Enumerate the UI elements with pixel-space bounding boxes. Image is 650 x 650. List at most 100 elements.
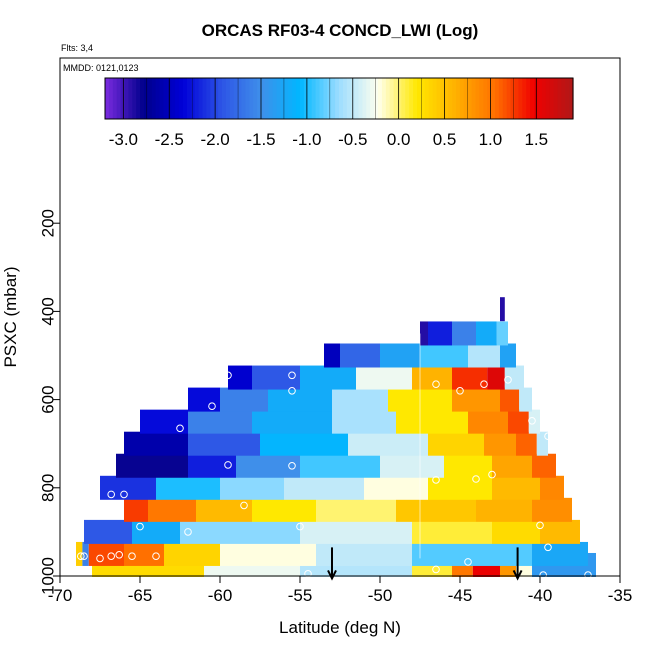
colorbar-cell [424,78,430,119]
data-point [432,380,440,389]
data-cell [412,541,532,566]
down-arrow-icon [327,547,337,581]
data-cell [332,409,396,434]
colorbar-cell [569,78,574,119]
data-cell [396,497,476,522]
data-cell [412,519,492,544]
colorbar-cell [179,78,184,119]
data-point [592,539,600,547]
data-point [240,501,248,510]
colorbar-cell [218,78,223,119]
colorbar-cell [253,78,258,119]
colorbar-cell [296,78,301,119]
data-cell [268,387,332,412]
colorbar-cell [362,78,367,119]
data-point [107,490,115,499]
data-cell [188,431,260,456]
colorbar-cell [140,78,145,119]
data-cell [476,497,532,522]
colorbar-cell [116,78,122,119]
data-cell [516,431,537,456]
data-cell [300,519,412,544]
data-point [512,312,520,321]
colorbar-cell [498,78,504,119]
colorbar-cell [257,78,262,119]
colorbar-tick-label: -2.5 [155,130,184,149]
colorbar-cell [530,78,535,119]
colorbar-cell [264,78,270,119]
data-cell [508,409,529,434]
colorbar-cell [553,78,558,119]
colorbar: -3.0 -2.5 -2.0 -1.5 -1.0 -0.5 0.0 0.5 1.0 1.5 [104,77,574,149]
colorbar-cell [245,78,250,119]
data-row [324,343,516,368]
data-point [539,571,548,579]
colorbar-cell [214,78,219,119]
data-point [224,371,232,380]
data-cell [452,321,476,346]
plot-frame [59,57,621,577]
colorbar-cell [452,78,457,119]
colorbar-cell [483,78,488,119]
data-point [184,528,192,536]
data-point [528,417,536,425]
colorbar-cell [284,78,289,119]
data-point [488,470,496,479]
colorbar-cell [112,78,118,119]
colorbar-cell [397,78,402,119]
data-cell [132,519,180,544]
data-row [84,519,580,544]
colorbar-cell [549,78,555,119]
data-cell [500,297,505,322]
colorbar-cell [342,78,348,119]
data-cell [532,453,556,478]
colorbar-cell [108,78,114,119]
y-tick-label: 1000 [39,557,58,595]
colorbar-cell [276,78,282,119]
colorbar-cell [147,78,153,119]
colorbar-cell [206,78,211,119]
data-row [124,497,572,522]
colorbar-cell [444,78,449,119]
colorbar-cell [510,78,516,119]
colorbar-cell [366,78,371,119]
data-point [288,387,296,395]
data-cell [124,541,164,566]
data-point [480,380,488,389]
data-cell [536,431,548,456]
data-point [464,558,472,566]
colorbar-cell [225,78,231,119]
colorbar-cell [175,78,180,119]
colorbar-cell [288,78,293,119]
colorbar-cell [249,78,254,119]
data-cell [100,475,156,500]
data-point [77,552,85,561]
data-cell [428,431,484,456]
colorbar-cell [409,78,414,119]
colorbar-cell [545,78,551,119]
data-cell [496,321,508,346]
chart-title: ORCAS RF03-4 CONCD_LWI (Log) [202,21,479,40]
colorbar-cell [522,78,527,119]
data-row [100,475,564,500]
colorbar-tick-label: -1.5 [246,130,275,149]
colorbar-cell [378,78,383,119]
arrow-head [512,569,523,581]
data-cell [468,409,508,434]
colorbar-cell [561,78,566,119]
data-point [208,402,216,411]
colorbar-cell [202,78,207,119]
colorbar-cell [495,78,500,119]
colorbar-cell [229,78,235,119]
y-tick-label: 400 [39,297,58,325]
data-cell [452,387,500,412]
data-point [472,475,480,483]
data-cell [500,343,516,368]
data-cell [532,541,588,566]
data-point [544,432,552,441]
data-cell [540,519,580,544]
colorbar-cell [128,78,133,119]
colorbar-tick-label: -2.0 [200,130,229,149]
colorbar-cell [448,78,453,119]
data-point [288,462,296,470]
